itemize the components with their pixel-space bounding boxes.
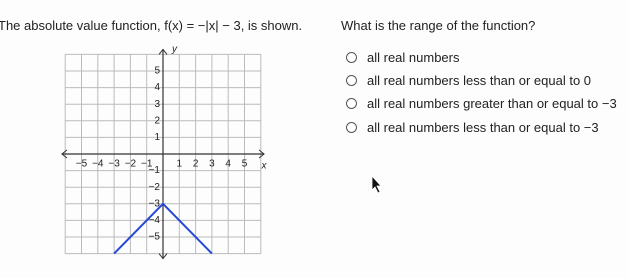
x-tick-label: −1: [141, 159, 153, 170]
option-text[interactable]: all real numbers less than or equal to −…: [367, 120, 599, 135]
x-tick-label: 1: [177, 159, 183, 170]
y-tick-label: 4: [154, 82, 160, 93]
y-tick-label: −2: [149, 182, 161, 193]
x-tick-label: −5: [76, 159, 88, 170]
x-axis-label: x: [261, 161, 268, 172]
radio-button[interactable]: [346, 75, 357, 86]
y-tick-label: −4: [149, 215, 161, 226]
y-tick-label: 3: [154, 99, 160, 110]
option[interactable]: all real numbers: [346, 50, 460, 65]
mouse-cursor: [371, 174, 382, 194]
x-tick-label: −4: [92, 159, 104, 170]
y-axis-label: y: [171, 44, 178, 55]
x-tick-label: 2: [193, 159, 199, 170]
x-tick-label: −2: [125, 159, 137, 170]
axis-arrow: [158, 48, 168, 55]
y-tick-label: −5: [149, 232, 161, 243]
option-text[interactable]: all real numbers greater than or equal t…: [367, 96, 617, 111]
option[interactable]: all real numbers less than or equal to 0: [346, 73, 591, 88]
radio-button[interactable]: [346, 98, 357, 109]
x-tick-label: 4: [225, 159, 231, 170]
y-tick-label: 2: [154, 115, 160, 126]
option[interactable]: all real numbers greater than or equal t…: [346, 96, 617, 111]
x-tick-label: 5: [242, 159, 248, 170]
option[interactable]: all real numbers less than or equal to −…: [346, 120, 599, 135]
axis-arrow: [258, 149, 265, 159]
y-tick-label: −1: [149, 165, 161, 176]
y-tick-label: −3: [149, 198, 161, 209]
x-tick-label: −3: [108, 159, 120, 170]
option-text[interactable]: all real numbers less than or equal to 0: [367, 73, 592, 88]
radio-button[interactable]: [346, 52, 357, 63]
function-graph: [113, 202, 213, 255]
axis-arrow: [158, 253, 168, 260]
x-tick-label: 3: [209, 159, 215, 170]
prompt: What is the range of the function?: [341, 18, 536, 33]
question: The absolute value function, f(x) = −|x|…: [0, 18, 303, 33]
y-tick-label: 1: [154, 132, 160, 143]
y-tick-label: 5: [154, 66, 160, 77]
radio-button[interactable]: [346, 122, 357, 133]
axis-arrow: [61, 149, 68, 159]
option-text[interactable]: all real numbers: [367, 50, 460, 65]
